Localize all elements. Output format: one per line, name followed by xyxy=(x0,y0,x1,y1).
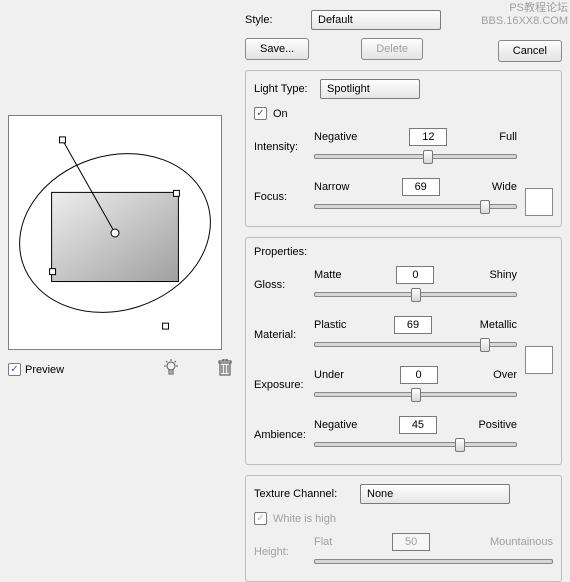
intensity-right: Full xyxy=(499,131,517,143)
light-panel: Light Type: Spotlight ✓ On Intensity: Ne… xyxy=(245,70,562,227)
height-label: Height: xyxy=(254,546,314,558)
intensity-slider[interactable] xyxy=(314,148,517,166)
gloss-right: Shiny xyxy=(489,269,517,281)
properties-panel: Properties: Gloss: Matte Shiny Material:… xyxy=(245,237,562,465)
properties-label: Properties: xyxy=(254,246,307,258)
gloss-label: Gloss: xyxy=(254,279,314,291)
height-slider xyxy=(314,553,553,571)
material-slider[interactable] xyxy=(314,336,517,354)
whitehigh-label: White is high xyxy=(273,513,336,525)
focus-left: Narrow xyxy=(314,181,349,193)
save-button[interactable]: Save... xyxy=(245,38,309,60)
properties-color-swatch[interactable] xyxy=(525,346,553,374)
intensity-row: Intensity: Negative Full xyxy=(254,128,517,166)
intensity-left: Negative xyxy=(314,131,357,143)
texturechannel-select[interactable]: None xyxy=(360,484,510,504)
cancel-button[interactable]: Cancel xyxy=(498,40,562,62)
intensity-input[interactable] xyxy=(409,128,447,146)
material-label: Material: xyxy=(254,329,314,341)
preview-checkbox[interactable]: ✓ xyxy=(8,363,21,376)
style-select[interactable]: Default xyxy=(311,10,441,30)
height-right: Mountainous xyxy=(490,536,553,548)
ambience-right: Positive xyxy=(478,419,517,431)
intensity-label: Intensity: xyxy=(254,141,314,153)
material-input[interactable] xyxy=(394,316,432,334)
focus-label: Focus: xyxy=(254,191,314,203)
gloss-left: Matte xyxy=(314,269,342,281)
exposure-right: Over xyxy=(493,369,517,381)
texturechannel-label: Texture Channel: xyxy=(254,488,354,500)
gloss-input[interactable] xyxy=(396,266,434,284)
preview-panel: ✓ Preview xyxy=(8,115,233,381)
ambience-left: Negative xyxy=(314,419,357,431)
height-input xyxy=(392,533,430,551)
gloss-slider[interactable] xyxy=(314,286,517,304)
light-color-swatch[interactable] xyxy=(525,188,553,216)
focus-slider[interactable] xyxy=(314,198,517,216)
focus-input[interactable] xyxy=(402,178,440,196)
material-right: Metallic xyxy=(480,319,517,331)
ambience-slider[interactable] xyxy=(314,436,517,454)
ambience-label: Ambience: xyxy=(254,429,314,441)
material-left: Plastic xyxy=(314,319,346,331)
height-left: Flat xyxy=(314,536,332,548)
lighttype-label: Light Type: xyxy=(254,83,314,95)
exposure-label: Exposure: xyxy=(254,379,314,391)
preview-canvas[interactable] xyxy=(8,115,222,350)
preview-svg xyxy=(9,116,221,349)
texture-panel: Texture Channel: None ✓ White is high He… xyxy=(245,475,562,582)
ambience-input[interactable] xyxy=(399,416,437,434)
preview-label: Preview xyxy=(25,364,64,376)
exposure-input[interactable] xyxy=(400,366,438,384)
exposure-left: Under xyxy=(314,369,344,381)
lightbulb-icon[interactable] xyxy=(161,358,181,381)
on-label: On xyxy=(273,108,288,120)
lighttype-select[interactable]: Spotlight xyxy=(320,79,420,99)
on-checkbox[interactable]: ✓ xyxy=(254,107,267,120)
style-label: Style: xyxy=(245,14,305,26)
exposure-slider[interactable] xyxy=(314,386,517,404)
focus-right: Wide xyxy=(492,181,517,193)
focus-row: Focus: Narrow Wide xyxy=(254,178,517,216)
trash-icon[interactable] xyxy=(217,359,233,380)
whitehigh-checkbox: ✓ xyxy=(254,512,267,525)
delete-button: Delete xyxy=(361,38,423,60)
